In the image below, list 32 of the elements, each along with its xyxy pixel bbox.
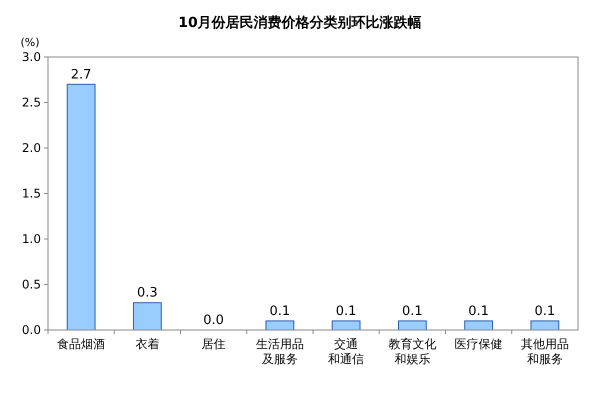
bar (464, 320, 494, 330)
bar (530, 320, 560, 330)
bar (265, 320, 294, 330)
y-tick-label: 0.0 (22, 323, 41, 338)
y-tick-label: 2.0 (22, 141, 41, 156)
x-tick-label: 居住 (202, 337, 226, 351)
x-tick-label: 交通和通信 (328, 337, 364, 366)
data-label: 0.1 (468, 304, 489, 319)
data-label: 0.1 (402, 304, 423, 319)
y-tick-label: 2.5 (22, 96, 41, 110)
data-label: 2.7 (70, 67, 92, 82)
x-tick-label: 衣着 (135, 337, 160, 351)
chart-title: 10月份居民消费价格分类别环比涨跌幅 (178, 15, 422, 31)
x-tick-label: 其他用品和服务 (520, 337, 569, 366)
y-tick-label: 0.5 (22, 278, 41, 292)
bar (66, 84, 96, 330)
x-tick-label: 食品烟酒 (57, 337, 106, 351)
y-tick-label: 1.5 (22, 186, 41, 201)
data-label: 0.0 (203, 313, 224, 328)
data-label: 0.1 (270, 304, 290, 319)
x-tick-label: 医疗保健 (454, 337, 503, 351)
data-label: 0.1 (336, 304, 356, 319)
x-tick-label: 教育文化和娱乐 (388, 337, 436, 366)
data-label: 0.1 (534, 304, 556, 319)
x-tick-label: 生活用品及服务 (256, 337, 304, 366)
y-axis-title: (%) (20, 36, 40, 49)
y-tick-label: 3.0 (22, 50, 41, 64)
y-tick-label: 1.0 (22, 232, 41, 246)
bar (332, 320, 361, 330)
data-label: 0.3 (137, 286, 158, 301)
bar (132, 302, 162, 330)
bar (398, 320, 427, 330)
